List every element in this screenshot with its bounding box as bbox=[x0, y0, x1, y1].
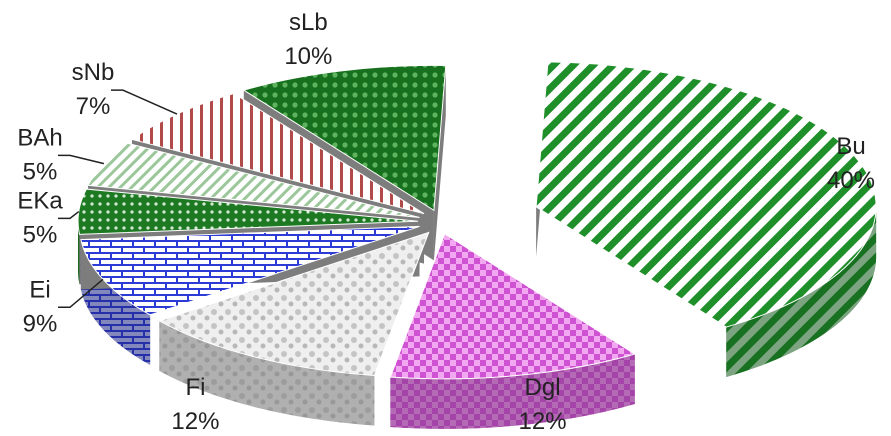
slice-value-slb: 10% bbox=[284, 43, 332, 70]
slice-value-ei: 9% bbox=[23, 310, 58, 337]
slice-label-fi: Fi bbox=[185, 374, 205, 401]
leader-line-bah bbox=[58, 155, 104, 163]
slice-label-dgl: Dgl bbox=[525, 374, 561, 401]
slice-value-dgl: 12% bbox=[519, 408, 567, 431]
slice-value-bu: 40% bbox=[827, 167, 875, 194]
leader-line-snb bbox=[111, 90, 177, 114]
slice-label-ei: Ei bbox=[29, 276, 50, 303]
slice-value-eka: 5% bbox=[23, 221, 58, 248]
slice-value-fi: 12% bbox=[171, 408, 219, 431]
slice-label-bu: Bu bbox=[836, 133, 865, 160]
slice-label-bah: BAh bbox=[17, 124, 62, 151]
slice-label-eka: EKa bbox=[17, 187, 63, 214]
slice-value-bah: 5% bbox=[23, 158, 58, 185]
slice-label-snb: sNb bbox=[72, 59, 115, 86]
slice-value-snb: 7% bbox=[76, 93, 111, 120]
slice-label-slb: sLb bbox=[289, 9, 328, 36]
pie-slice-dgl bbox=[390, 234, 634, 429]
